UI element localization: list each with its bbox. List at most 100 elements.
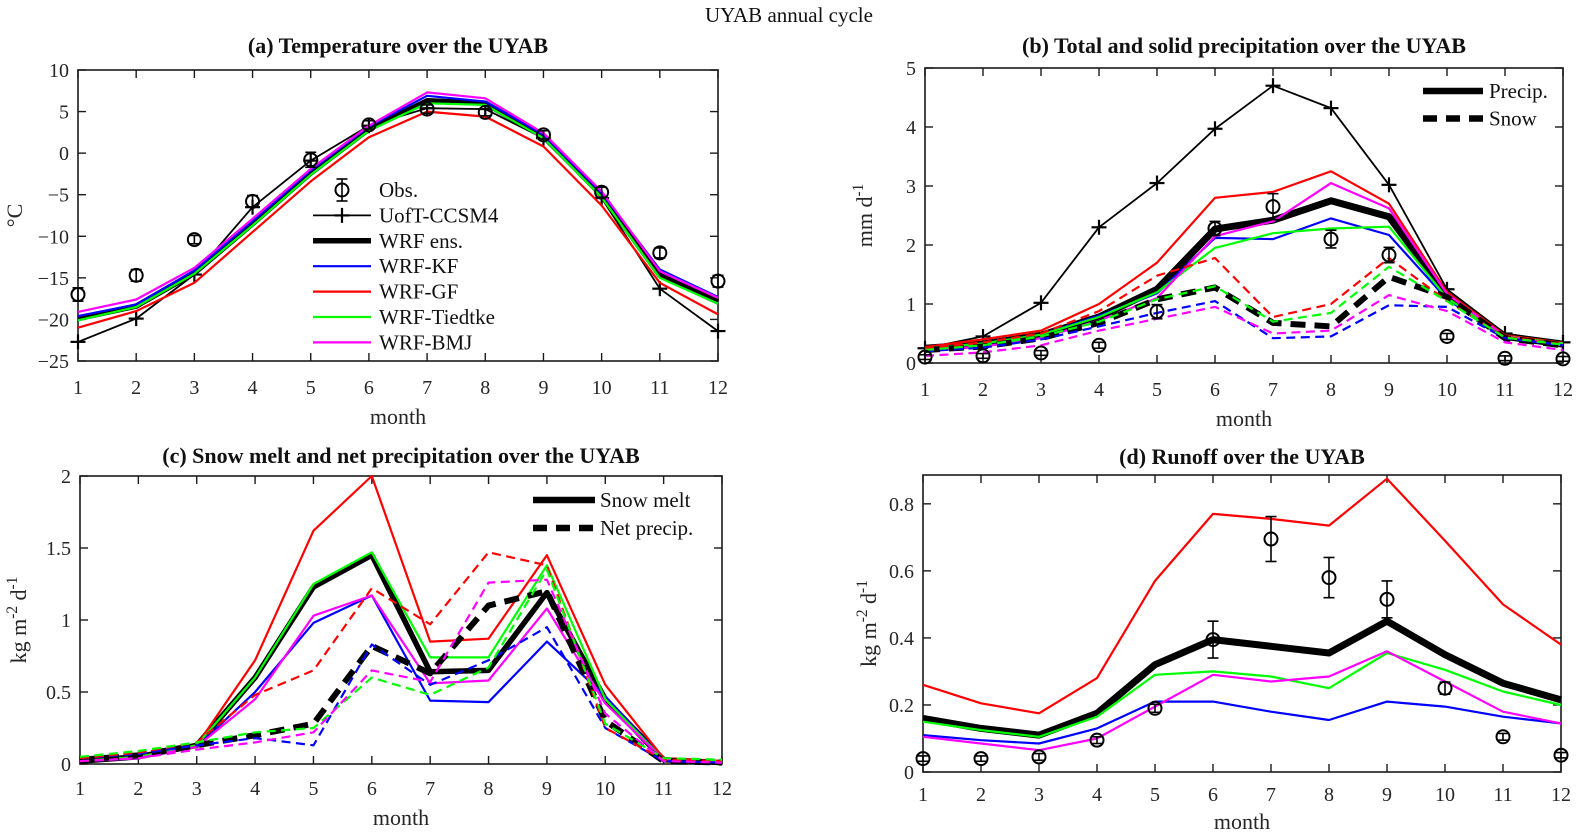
legend-label-uoft-ccsm4: UofT-CCSM4	[379, 203, 499, 227]
axes-frame	[924, 67, 1564, 364]
obs-circle-marker	[186, 232, 202, 248]
legend-label-precip: Precip.	[1489, 79, 1548, 103]
x-tick-label: 9	[1384, 379, 1394, 401]
obs-circle-marker	[1553, 747, 1569, 763]
x-tick-label: 3	[1036, 379, 1046, 401]
x-tick-label: 3	[1034, 784, 1044, 806]
x-tick-label: 9	[542, 778, 552, 800]
x-tick-label: 2	[976, 784, 986, 806]
x-tick-label: 6	[364, 377, 374, 399]
y-tick-label: 3	[906, 176, 916, 198]
obs-circle-marker	[1495, 729, 1511, 745]
x-tick-label: 11	[654, 778, 673, 800]
x-tick-label: 2	[133, 778, 143, 800]
series-wrf-gf	[77, 110, 719, 329]
y-tick-label: 1	[906, 294, 916, 316]
x-tick-label: 8	[1326, 379, 1336, 401]
obs-circle-marker	[419, 101, 435, 117]
y-tick-label: 0	[904, 762, 914, 784]
x-tick-label: 4	[250, 778, 260, 800]
legend-label-wrf-gf: WRF-GF	[379, 280, 458, 304]
legend-label-wrf-bmj: WRF-BMJ	[379, 330, 472, 354]
y-tick-label: 5	[906, 58, 916, 80]
axes-frame	[922, 474, 1562, 773]
series-wrf-tiedtke-runoff	[922, 651, 1562, 738]
obs-circle-marker	[128, 267, 144, 283]
series-wrf-ens-snow	[924, 273, 1564, 353]
x-tick-label: 5	[1150, 784, 1160, 806]
y-tick-label: 1.5	[46, 538, 71, 560]
obs-circle-marker	[1379, 591, 1395, 607]
panel-a-title: (a) Temperature over the UYAB	[247, 33, 549, 58]
x-tick-label: 8	[480, 377, 490, 399]
x-tick-label: 5	[306, 377, 316, 399]
x-tick-label: 10	[592, 377, 612, 399]
x-tick-label: 4	[248, 377, 258, 399]
x-axis-label: month	[1214, 809, 1270, 833]
series-wrf-gf-runoff	[922, 477, 1562, 715]
x-tick-label: 1	[918, 784, 928, 806]
series-wrf-bmj-runoff	[922, 650, 1562, 752]
x-tick-label: 10	[595, 778, 615, 800]
obs-circle-marker	[1381, 247, 1397, 263]
x-tick-label: 2	[978, 379, 988, 401]
obs-circle-marker	[245, 193, 261, 209]
obs-circle-marker	[1205, 632, 1221, 648]
y-tick-label: −10	[38, 226, 69, 248]
obs-circle-marker	[361, 117, 377, 133]
x-tick-label: 11	[1495, 379, 1514, 401]
x-tick-label: 10	[1435, 784, 1455, 806]
obs-circle-marker	[1439, 328, 1455, 344]
x-tick-label: 4	[1094, 379, 1104, 401]
y-tick-label: 0.2	[889, 695, 914, 717]
x-axis-label: month	[370, 404, 426, 429]
x-tick-label: 1	[920, 379, 930, 401]
panel-a-temperature-chart: 1 2 3 4 5 6 7 8 9 10 11 12−25−20−15−10−50510month°C…	[2, 60, 728, 429]
legend-label-net-precip: Net precip.	[600, 516, 693, 540]
x-tick-label: 8	[484, 778, 494, 800]
obs-circle-marker	[710, 273, 726, 289]
y-tick-label: 5	[59, 102, 69, 124]
obs-circle-marker	[1149, 304, 1165, 320]
series-wrf-bmj-precip	[924, 182, 1564, 352]
legend-label-wrf-tiedtke: WRF-Tiedtke	[379, 305, 495, 329]
y-tick-label: −25	[38, 351, 69, 373]
y-tick-label: −20	[38, 309, 69, 331]
obs-circle-marker	[915, 751, 931, 767]
y-tick-label: 10	[49, 60, 69, 82]
y-tick-label: 0	[906, 353, 916, 375]
obs-circle-marker	[1147, 700, 1163, 716]
obs-circle-marker	[1265, 199, 1281, 215]
x-tick-label: 9	[538, 377, 548, 399]
series-wrf-bmj	[77, 91, 719, 313]
x-tick-label: 2	[131, 377, 141, 399]
y-tick-label: 2	[906, 235, 916, 257]
x-tick-label: 7	[1266, 784, 1276, 806]
x-tick-label: 5	[1152, 379, 1162, 401]
obs-circle-marker	[1033, 345, 1049, 361]
y-tick-label: 0.6	[889, 561, 914, 583]
legend-label-snow-melt: Snow melt	[600, 488, 691, 512]
series-wrf-kf-runoff	[922, 700, 1562, 745]
obs-circle-marker	[535, 127, 551, 143]
obs-circle-marker	[594, 184, 610, 200]
y-axis-label: mm d-1	[850, 184, 877, 248]
x-tick-label: 3	[192, 778, 202, 800]
x-axis-label: month	[373, 805, 429, 830]
y-tick-label: −5	[48, 185, 69, 207]
y-tick-label: 0.5	[46, 682, 71, 704]
y-tick-label: −15	[38, 268, 69, 290]
x-tick-label: 12	[1551, 784, 1571, 806]
x-tick-label: 8	[1324, 784, 1334, 806]
x-tick-label: 12	[1553, 379, 1573, 401]
obs-circle-marker	[70, 286, 86, 302]
y-tick-label: 0	[61, 754, 71, 776]
axes-frame	[77, 69, 719, 362]
legend-label-snow: Snow	[1489, 107, 1538, 131]
legend-label-wrf-ens: WRF ens.	[379, 229, 463, 253]
y-axis-label: °C	[2, 204, 27, 227]
x-tick-label: 6	[367, 778, 377, 800]
